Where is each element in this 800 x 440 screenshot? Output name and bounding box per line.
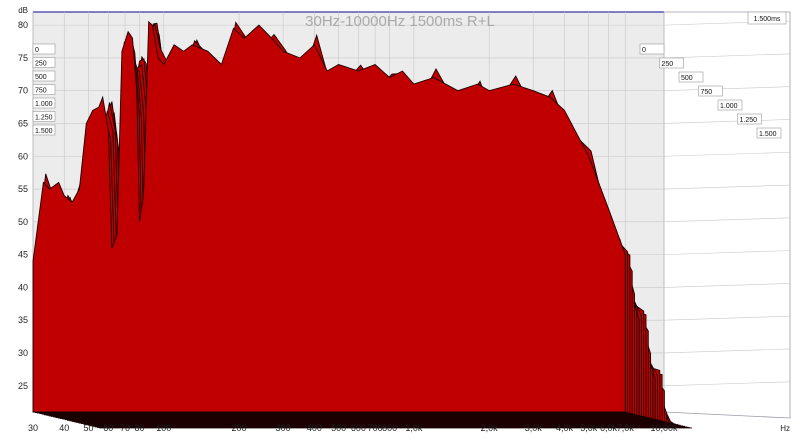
x-tick-label: 7,0k (617, 423, 635, 433)
y-tick-label: 70 (18, 86, 28, 96)
svg-text:1.000: 1.000 (35, 101, 53, 108)
svg-text:250: 250 (35, 61, 47, 68)
svg-text:750: 750 (35, 88, 47, 95)
x-tick-label: 500 (331, 423, 346, 433)
time-label-left: 1.000 (32, 97, 56, 109)
svg-text:0: 0 (35, 47, 39, 54)
time-label-left: 250 (32, 57, 56, 68)
time-label-left: 500 (32, 70, 56, 82)
y-tick-label: 25 (18, 381, 28, 391)
waterfall-slices (32, 20, 692, 429)
x-tick-label: 200 (232, 423, 247, 433)
x-tick-label: 1,0k (405, 423, 423, 433)
svg-text:0: 0 (642, 47, 646, 54)
time-label-right: 750 (698, 85, 723, 97)
time-label-right: 1.000 (717, 99, 743, 111)
x-tick-label: 70 (120, 423, 130, 433)
svg-text:500: 500 (681, 75, 693, 82)
svg-text:1.500: 1.500 (759, 131, 777, 138)
x-tick-label: 50 (83, 423, 93, 433)
svg-text:750: 750 (701, 89, 713, 96)
y-tick-label: 75 (18, 53, 28, 63)
y-tick-label: 30 (18, 348, 28, 358)
x-tick-label: 3,0k (525, 423, 543, 433)
x-tick-label: 80 (135, 423, 145, 433)
x-tick-label: 400 (307, 423, 322, 433)
y-tick-label: 60 (18, 151, 28, 161)
time-end-badge: 1.500ms (747, 11, 787, 25)
x-tick-label: 600 (351, 423, 366, 433)
svg-text:1.250: 1.250 (35, 115, 53, 122)
y-tick-label: 80 (18, 20, 28, 30)
x-tick-label: 40 (59, 423, 69, 433)
time-label-left: 0 (32, 43, 56, 55)
x-tick-label: 300 (276, 423, 291, 433)
x-tick-label: 5,0k (580, 423, 598, 433)
time-label-right: 500 (678, 71, 704, 83)
y-tick-label: 40 (18, 282, 28, 292)
time-axis: 02505007501.0001.2501.50002505007501.000… (32, 43, 782, 139)
x-tick-label: 10,00k (650, 423, 678, 433)
time-label-left: 1.500 (32, 124, 56, 136)
svg-text:500: 500 (35, 74, 47, 81)
x-tick-label: 60 (103, 423, 113, 433)
x-tick-label: 4,0k (556, 423, 574, 433)
time-label-right: 0 (639, 43, 665, 55)
x-tick-label: 700 (368, 423, 383, 433)
time-label-right: 1.250 (737, 113, 762, 125)
svg-text:1.250: 1.250 (740, 117, 758, 124)
time-label-right: 250 (659, 57, 684, 69)
y-tick-label: 50 (18, 217, 28, 227)
chart-title: 30Hz-10000Hz 1500ms R+L (305, 13, 495, 30)
svg-text:1.000: 1.000 (720, 103, 738, 110)
waterfall-slice (32, 20, 626, 413)
time-label-left: 750 (32, 84, 56, 95)
y-tick-label: 55 (18, 184, 28, 194)
svg-text:1.500ms: 1.500ms (754, 16, 781, 23)
x-axis-ticks: 30 40 50 60 70 80 100 200 300 400 500 600 700 800 1,0k… (28, 423, 678, 433)
x-tick-label: 30 (28, 423, 38, 433)
x-tick-label: 6,0k (600, 423, 618, 433)
svg-text:250: 250 (662, 61, 674, 68)
x-tick-label: 800 (382, 423, 397, 433)
y-tick-label: 65 (18, 118, 28, 128)
time-label-left: 1.250 (32, 111, 56, 122)
y-tick-label: 45 (18, 250, 28, 260)
y-axis-label: dB (18, 6, 28, 15)
x-tick-label: 100 (156, 423, 171, 433)
y-axis-ticks: 80 75 70 65 60 55 50 45 40 35 30 25 (18, 20, 28, 391)
time-label-right: 1.500 (756, 127, 782, 139)
x-axis-label: Hz (780, 424, 790, 433)
y-tick-label: 35 (18, 315, 28, 325)
x-tick-label: 2,0k (481, 423, 499, 433)
svg-text:1.500: 1.500 (35, 128, 53, 135)
